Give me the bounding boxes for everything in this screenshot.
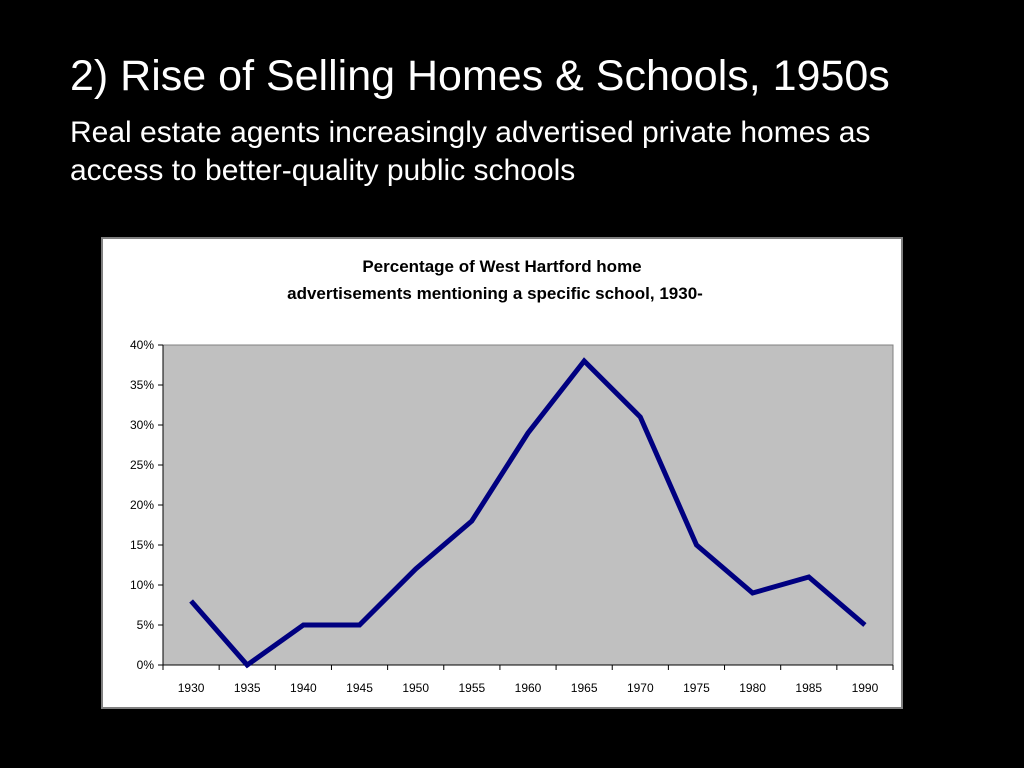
plot-area-group: 0% 5% 10% 15% 20% 25% 30% 35% 40% 1930 1935 1940 194… bbox=[130, 338, 894, 695]
y-tick-label: 0% bbox=[137, 658, 155, 672]
x-tick-label: 1980 bbox=[739, 681, 766, 695]
line-chart: Percentage of West Hartford home adverti… bbox=[130, 257, 894, 695]
x-tick-label: 1985 bbox=[795, 681, 822, 695]
x-tick-label: 1935 bbox=[234, 681, 261, 695]
chart-title-line-1: Percentage of West Hartford home bbox=[362, 257, 641, 276]
x-tick-label: 1975 bbox=[683, 681, 710, 695]
y-tick-label: 15% bbox=[130, 538, 154, 552]
y-tick-label: 30% bbox=[130, 418, 154, 432]
y-tick-label: 35% bbox=[130, 378, 154, 392]
plot-area bbox=[162, 344, 894, 666]
y-tick-label: 40% bbox=[130, 338, 154, 352]
chart-title-line-2: advertisements mentioning a specific sch… bbox=[287, 284, 703, 303]
x-tick-label: 1990 bbox=[852, 681, 879, 695]
y-tick-label: 5% bbox=[137, 618, 155, 632]
x-tick-label: 1950 bbox=[402, 681, 429, 695]
x-tick-label: 1965 bbox=[571, 681, 598, 695]
x-tick-label: 1945 bbox=[346, 681, 373, 695]
x-tick-label: 1930 bbox=[178, 681, 205, 695]
x-tick-label: 1955 bbox=[458, 681, 485, 695]
slide-subtitle: Real estate agents increasingly advertis… bbox=[70, 116, 871, 187]
chart-frame: Percentage of West Hartford home adverti… bbox=[101, 237, 903, 709]
y-tick-label: 20% bbox=[130, 498, 154, 512]
y-tick-label: 10% bbox=[130, 578, 154, 592]
x-tick-label: 1970 bbox=[627, 681, 654, 695]
slide-title: 2) Rise of Selling Homes & Schools, 1950… bbox=[70, 52, 890, 100]
y-tick-label: 25% bbox=[130, 458, 154, 472]
x-tick-label: 1940 bbox=[290, 681, 317, 695]
x-tick-label: 1960 bbox=[515, 681, 542, 695]
